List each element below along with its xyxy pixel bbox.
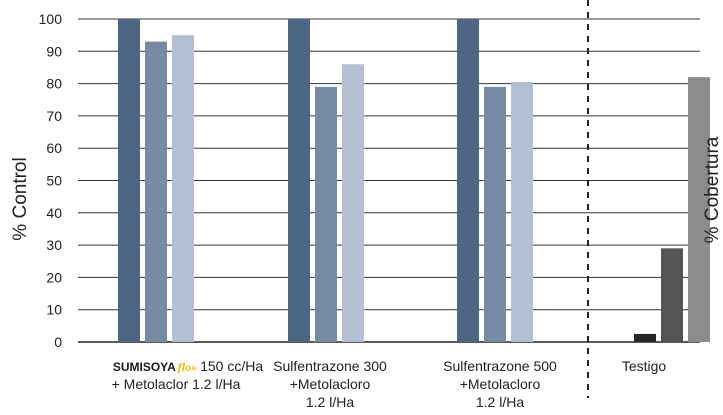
category-labels: SUMISOYA flo» 150 cc/Ha + Metolaclor 1.2 l/… — [112, 358, 667, 410]
y-tick-label: 0 — [54, 334, 62, 350]
category-line: Sulfentrazone 500 — [443, 358, 557, 374]
bar-cat1-series1 — [118, 19, 140, 342]
category-label-2: Sulfentrazone 300 +Metolacloro 1.2 l/Ha — [273, 358, 387, 410]
brand-flo-mark: » — [190, 360, 197, 374]
category-line: Testigo — [622, 358, 667, 374]
bar-cat4-series1 — [634, 333, 656, 342]
bar-cat3-series2 — [484, 86, 506, 342]
category-line: Sulfentrazone 300 — [273, 358, 387, 374]
y-tick-label: 80 — [46, 76, 62, 92]
y-axis-title-right: % Cobertura — [702, 136, 723, 243]
y-tick-label: 50 — [46, 173, 62, 189]
y-tick-label: 90 — [46, 43, 62, 59]
bar-cat2-series3 — [342, 64, 364, 342]
category-label-3: Sulfentrazone 500 +Metolacloro 1.2 l/Ha — [443, 358, 557, 410]
category-line: 1.2 l/Ha — [476, 394, 524, 410]
bars — [118, 19, 710, 343]
bar-cat3-series1 — [457, 19, 479, 342]
y-axis-title-left: % Control — [10, 157, 31, 240]
category-line: 1.2 l/Ha — [306, 394, 354, 410]
y-tick-label: 60 — [46, 140, 62, 156]
category-label-4: Testigo — [622, 358, 667, 374]
bar-cat1-series3 — [172, 35, 194, 343]
gridlines — [78, 18, 700, 343]
y-tick-label: 30 — [46, 237, 62, 253]
y-tick-label: 40 — [46, 205, 62, 221]
brand-flo-logo: flo — [178, 360, 191, 374]
category-line: +Metolacloro — [290, 376, 371, 392]
category-line: 150 cc/Ha — [200, 358, 263, 374]
bar-cat1-series2 — [145, 41, 167, 343]
y-tick-label: 70 — [46, 108, 62, 124]
y-tick-labels: 0 10 20 30 40 50 60 70 80 90 100 — [39, 11, 63, 350]
category-line: + Metolaclor 1.2 l/Ha — [112, 376, 241, 392]
y-tick-label: 100 — [39, 11, 63, 27]
y-tick-label: 10 — [46, 302, 62, 318]
bar-cat4-series3 — [688, 77, 710, 342]
y-tick-label: 20 — [46, 269, 62, 285]
bar-cat2-series2 — [315, 86, 337, 342]
category-label-1: SUMISOYA flo» 150 cc/Ha + Metolaclor 1.2 l/… — [112, 358, 264, 392]
bar-cat2-series1 — [288, 19, 310, 342]
bar-cat4-series2 — [661, 248, 683, 342]
bar-cat3-series3 — [511, 81, 533, 343]
category-line: +Metolacloro — [460, 376, 541, 392]
brand-name: SUMISOYA — [113, 360, 176, 374]
